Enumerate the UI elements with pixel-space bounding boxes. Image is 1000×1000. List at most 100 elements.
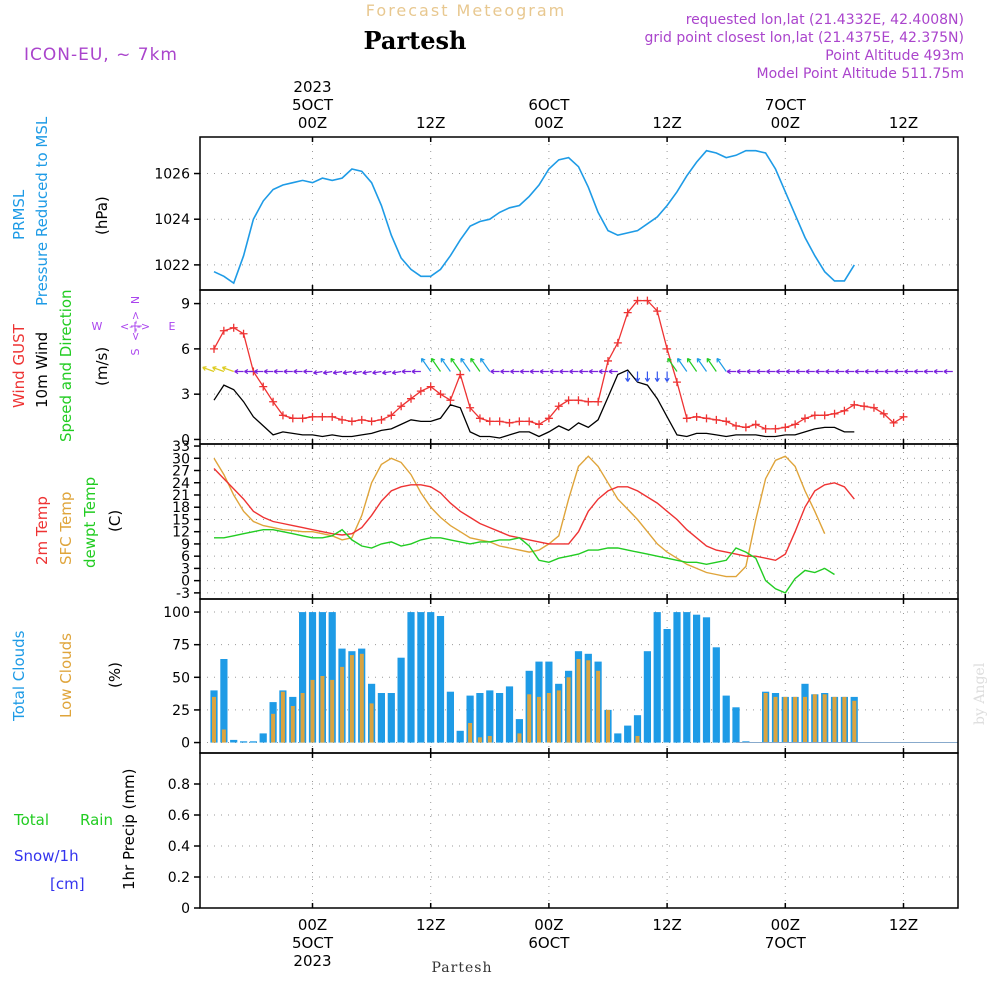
panel4-ytick-label-2: 0.4 xyxy=(168,839,190,855)
wind-direction-arrow xyxy=(221,366,234,373)
top-tick-label-5: 12Z xyxy=(889,114,918,132)
wind-direction-arrow xyxy=(391,370,402,376)
wind-direction-arrow xyxy=(884,368,894,375)
panel1-ytick-label-3: 9 xyxy=(181,297,190,313)
gust-point xyxy=(426,382,435,391)
gust-point xyxy=(663,344,672,353)
gust-point xyxy=(544,414,553,423)
pressure-label-msl: Pressure Reduced to MSL xyxy=(33,116,51,306)
low-cloud-bar xyxy=(517,733,522,743)
compass-south: S xyxy=(129,348,142,355)
panel2-ytick-label-10: 27 xyxy=(172,464,190,480)
wind-direction-arrow xyxy=(362,370,372,376)
gust-point xyxy=(387,411,396,420)
total-cloud-bar xyxy=(377,693,385,743)
total-cloud-bar xyxy=(496,693,504,743)
panel1-ytick-label-2: 6 xyxy=(181,342,190,358)
low-cloud-bar xyxy=(546,693,551,743)
wind-direction-arrow xyxy=(460,357,471,372)
total-cloud-bar xyxy=(505,686,514,743)
low-cloud-bar xyxy=(487,736,492,743)
wind-direction-arrow xyxy=(696,357,707,372)
gust-point xyxy=(810,411,819,420)
panel1-ytick-label-1: 3 xyxy=(181,387,190,403)
wind-unit: (m/s) xyxy=(93,347,111,386)
wind-direction-arrow xyxy=(382,370,392,376)
bottom-time-axis: 00Z 12Z 00Z 12Z 00Z 12Z 5OCT 6OCT 7OCT 2023 xyxy=(292,916,918,970)
wind-direction-arrow xyxy=(904,368,914,375)
low-cloud-bar xyxy=(290,706,295,743)
wind-direction-arrow xyxy=(283,368,293,375)
wind-direction-arrow xyxy=(775,368,786,375)
wind-direction-arrow xyxy=(293,368,303,375)
bottom-tick-label-4: 00Z xyxy=(771,916,800,934)
gust-point xyxy=(446,396,455,405)
gust-point xyxy=(613,338,622,347)
gust-point xyxy=(672,378,681,387)
total-cloud-bar xyxy=(712,647,720,743)
wind-direction-arrow xyxy=(588,368,599,375)
wind-direction-arrow xyxy=(894,368,904,375)
wind-direction-arrow xyxy=(470,357,481,372)
panel2-ytick-label-7: 18 xyxy=(172,500,190,516)
gust-point xyxy=(495,417,504,426)
total-cloud-bar xyxy=(230,739,238,743)
temp-unit: (C) xyxy=(106,510,124,532)
dewpt-line xyxy=(214,528,835,594)
wind-direction-arrow xyxy=(706,357,717,372)
wind-direction-arrow xyxy=(234,368,244,375)
total-cloud-bar xyxy=(407,612,415,743)
total-cloud-bar xyxy=(259,733,267,743)
wind-direction-arrow xyxy=(795,368,805,375)
bottom-year-label: 2023 xyxy=(293,952,331,970)
panel2-ytick-label-5: 12 xyxy=(172,525,190,541)
bottom-day-label-1: 6OCT xyxy=(528,934,570,952)
wind-direction-arrow xyxy=(686,357,698,372)
low-cloud-bar xyxy=(330,679,335,743)
total-cloud-bar xyxy=(466,695,474,743)
bottom-day-label-0: 5OCT xyxy=(292,934,334,952)
low-cloud-bar xyxy=(468,723,473,743)
clouds-unit: (%) xyxy=(106,662,124,688)
gust-point xyxy=(732,421,741,430)
low-cloud-bar xyxy=(221,729,226,743)
wind-direction-arrow xyxy=(923,368,933,375)
low-cloud-bar xyxy=(537,696,541,743)
pressure-line xyxy=(213,149,855,285)
total-cloud-bar xyxy=(299,612,307,743)
gust-point xyxy=(397,402,406,411)
wind-direction-arrow xyxy=(500,368,510,375)
gust-point xyxy=(515,417,524,426)
gust-point xyxy=(741,423,750,432)
panel4-ytick-label-4: 0.8 xyxy=(168,777,190,793)
precip-label-rain: Rain xyxy=(80,811,113,829)
panel2-ytick-label-2: 3 xyxy=(181,561,190,577)
gust-point xyxy=(801,414,809,423)
gust-point xyxy=(879,409,888,418)
wind-direction-arrow xyxy=(785,368,796,375)
gust-point xyxy=(535,420,544,429)
total-cloud-bar xyxy=(240,741,248,743)
gust-point xyxy=(722,417,731,426)
gust-point xyxy=(860,402,869,411)
wind-direction-arrow xyxy=(430,357,441,372)
total-cloud-bar xyxy=(397,657,405,743)
compass-north: N xyxy=(129,296,142,304)
wind-direction-arrow xyxy=(510,368,520,375)
compass-rose: N S W E <-|-> <-|-> xyxy=(92,296,176,356)
gust-point xyxy=(840,406,849,415)
wind-direction-arrow xyxy=(529,368,539,375)
low-cloud-bar xyxy=(596,670,601,743)
wind-direction-arrow xyxy=(263,368,274,375)
gust-point xyxy=(347,417,356,426)
total-cloud-bar xyxy=(387,693,395,743)
low-cloud-bar xyxy=(271,713,276,743)
gust-point xyxy=(899,412,908,421)
low-cloud-bar xyxy=(369,703,374,743)
wind-direction-arrow xyxy=(212,366,225,373)
wind-direction-arrow xyxy=(825,368,835,375)
gust-point xyxy=(269,397,278,406)
location-title: Partesh xyxy=(364,26,467,55)
gust-point xyxy=(771,424,780,433)
